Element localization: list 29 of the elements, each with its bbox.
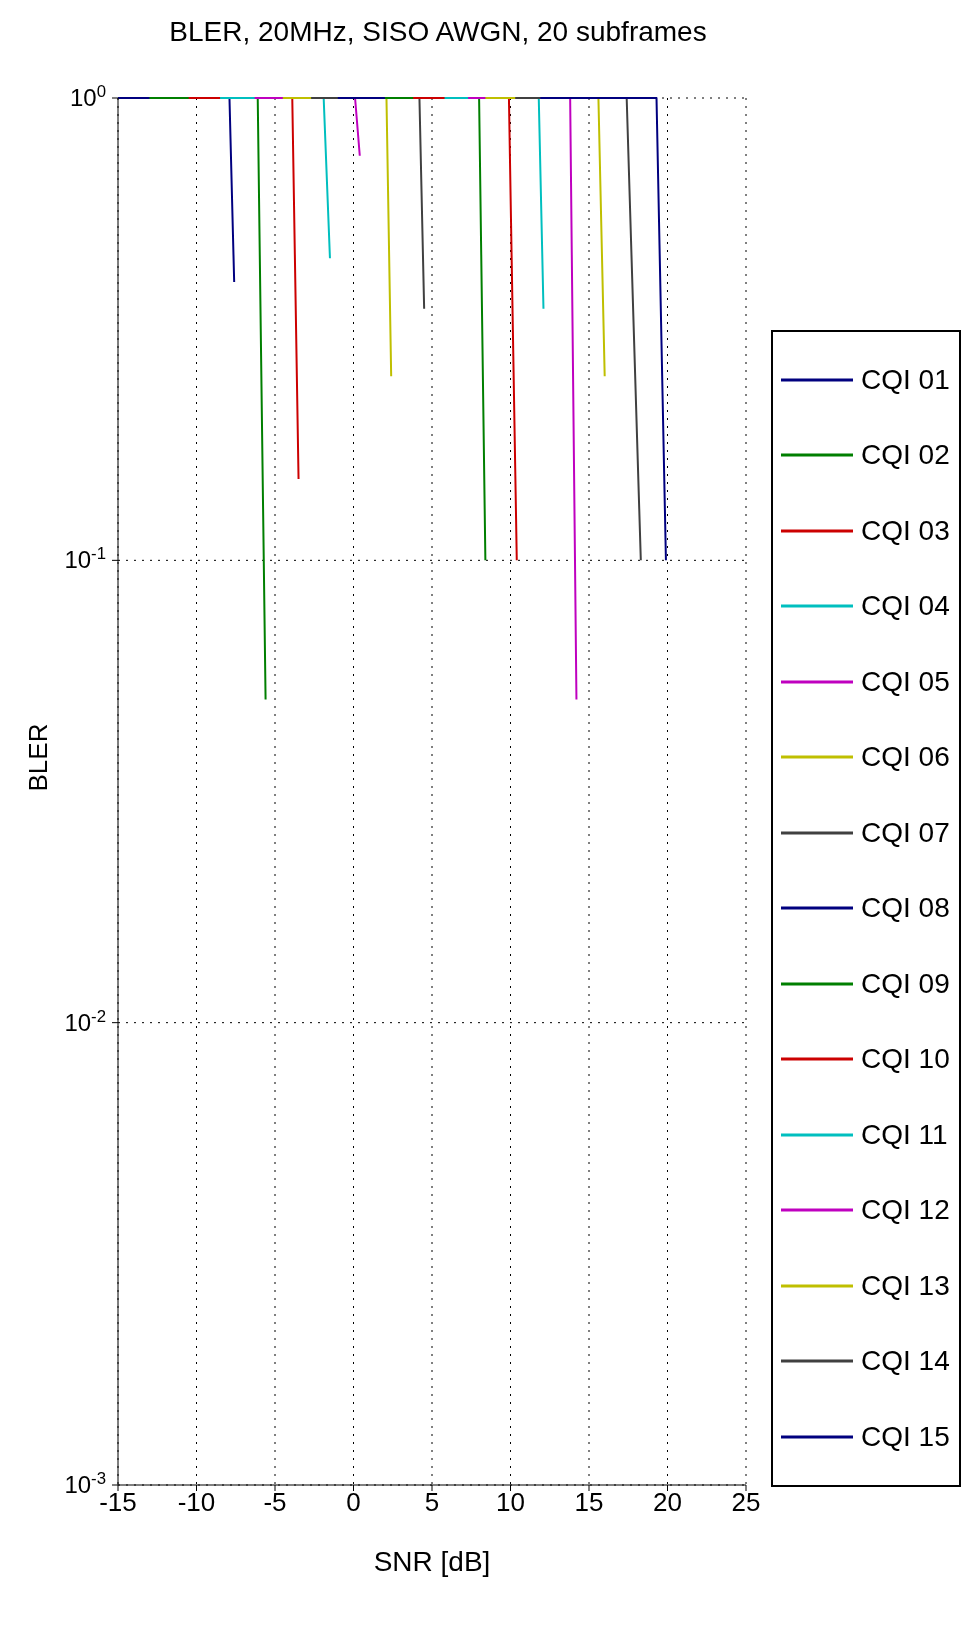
legend-label: CQI 14 [861, 1345, 950, 1378]
legend-label: CQI 07 [861, 816, 950, 849]
x-tick-label: 5 [424, 1487, 440, 1518]
legend-label: CQI 12 [861, 1194, 950, 1227]
legend-label: CQI 02 [861, 439, 950, 472]
y-tick-label: 10$^{-2}$ [64, 1006, 106, 1036]
legend-label: CQI 10 [861, 1043, 950, 1076]
legend-label: CQI 05 [861, 665, 950, 698]
legend-label: CQI 04 [861, 590, 950, 623]
x-tick-label: 0 [346, 1487, 361, 1518]
x-axis-title: SNR [dB] [373, 1546, 491, 1577]
legend-label: CQI 08 [861, 892, 950, 925]
chart-title: BLER, 20MHz, SISO AWGN, 20 subframes [168, 16, 708, 48]
x-tick-label: 20 [653, 1487, 682, 1518]
y-axis-title: BLER [23, 723, 54, 792]
legend-label: CQI 11 [861, 1118, 948, 1151]
legend-label: CQI 15 [861, 1420, 950, 1453]
legend-label: CQI 06 [861, 741, 950, 774]
legend-label: CQI 03 [861, 514, 950, 547]
x-tick-label: 25 [731, 1487, 761, 1518]
legend-label: CQI 09 [861, 967, 950, 1000]
x-tick-label: 15 [574, 1487, 604, 1518]
legend-label: CQI 01 [861, 363, 950, 396]
x-tick-label: 10 [496, 1487, 525, 1518]
y-tick-label: 10$^{0}$ [69, 81, 106, 111]
y-tick-label: 10$^{-1}$ [64, 543, 106, 574]
legend-label: CQI 13 [861, 1269, 950, 1302]
x-tick-label: -5 [263, 1487, 287, 1518]
x-tick-label: -10 [177, 1487, 216, 1518]
